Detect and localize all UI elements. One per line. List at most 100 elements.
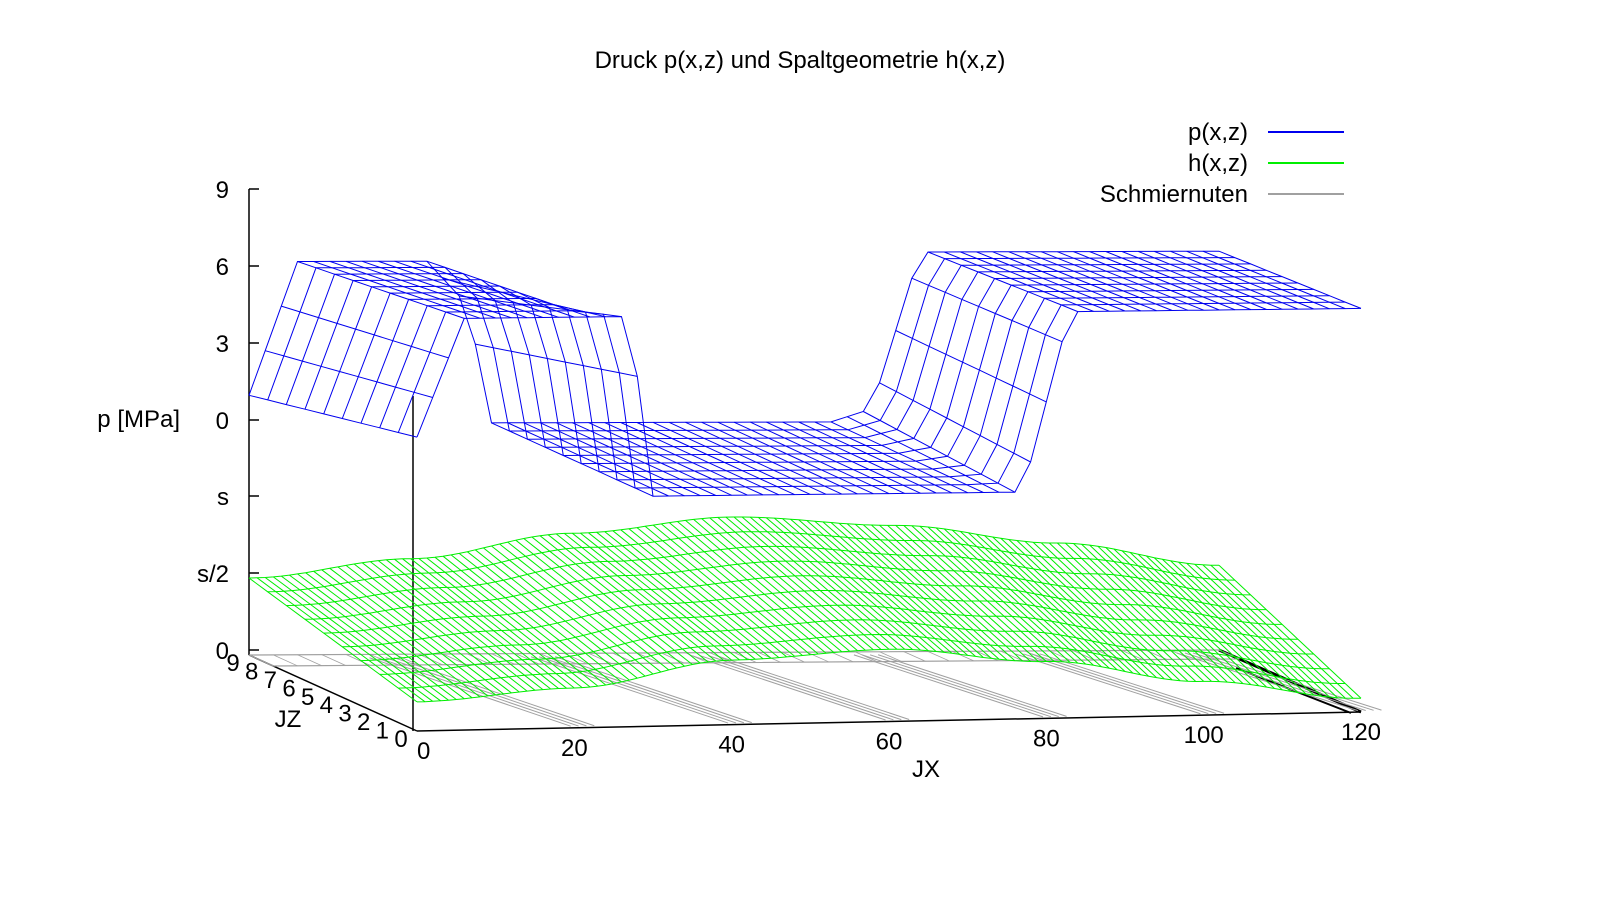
h-surface-column-line xyxy=(531,536,693,665)
p-surface-column-line xyxy=(442,278,606,318)
h-surface-column-line xyxy=(628,528,788,658)
h-surface-column-line xyxy=(741,516,898,650)
h-surface-column-line xyxy=(596,531,756,660)
groove-line xyxy=(1184,652,1366,711)
h-surface-column-line xyxy=(297,573,465,700)
groove-hatch xyxy=(661,652,685,664)
groove-line xyxy=(692,655,886,721)
groove-line xyxy=(716,655,910,720)
series-h-surface xyxy=(248,516,1362,703)
groove-line xyxy=(877,654,1067,717)
p-surface-column-line xyxy=(766,421,921,494)
groove-hatch xyxy=(1049,650,1071,661)
h-surface-column-line xyxy=(604,531,764,660)
h-surface-column-line xyxy=(402,558,567,689)
h-surface-column-line xyxy=(935,527,1087,665)
h-surface-column-line xyxy=(668,522,827,654)
p-surface-column-line xyxy=(539,422,701,497)
p-surface-column-line xyxy=(1121,251,1267,310)
y-tick-label: 0 xyxy=(216,638,229,665)
groove-line xyxy=(385,657,587,727)
h-surface-column-line xyxy=(677,521,835,653)
groove-line xyxy=(538,656,737,724)
p-surface-row-line xyxy=(379,295,1330,481)
h-surface-column-line xyxy=(369,561,536,691)
h-surface-column-line xyxy=(1170,560,1315,696)
p-surface-column-line xyxy=(459,295,622,318)
p-surface-column-line xyxy=(1105,251,1252,311)
p-surface-column-line xyxy=(281,305,449,359)
groove-hatch xyxy=(248,654,274,667)
h-surface-column-line xyxy=(1202,564,1346,699)
h-surface-column-line xyxy=(879,524,1031,662)
groove-hatch xyxy=(782,651,805,663)
x-tick-label: 20 xyxy=(561,735,588,762)
p-surface-column-line xyxy=(863,411,1016,493)
p-surface-column-line xyxy=(362,260,528,319)
h-surface-column-line xyxy=(862,524,1016,662)
h-surface-column-line xyxy=(377,560,544,690)
h-surface-column-line xyxy=(450,554,615,684)
h-surface-column-line xyxy=(749,516,906,650)
h-surface-column-line xyxy=(1040,542,1189,682)
h-surface-column-line xyxy=(620,529,780,658)
h-surface-column-line xyxy=(515,539,677,669)
h-surface-column-line xyxy=(798,519,953,654)
h-surface-column-line xyxy=(830,522,984,658)
series-schmiernuten xyxy=(248,649,1382,727)
groove-hatch xyxy=(1073,650,1095,661)
h-surface-column-line xyxy=(1210,564,1354,699)
p-surface-column-line xyxy=(701,421,858,495)
z-axis-line xyxy=(248,654,418,732)
h-surface-column-line xyxy=(903,525,1055,662)
z-tick-label: 8 xyxy=(245,658,258,685)
h-surface-column-line xyxy=(968,532,1118,671)
chart-title: Druck p(x,z) und Spaltgeometrie h(x,z) xyxy=(595,47,1006,74)
h-surface-column-line xyxy=(248,577,418,703)
x-tick-label: 120 xyxy=(1341,719,1381,746)
h-surface-column-line xyxy=(782,518,937,652)
groove-line xyxy=(700,655,894,721)
h-surface-column-line xyxy=(1016,540,1165,680)
h-surface-column-line xyxy=(386,559,552,690)
z-tick-label: 4 xyxy=(320,692,333,719)
h-surface-column-line xyxy=(927,526,1079,664)
p-surface-column-line xyxy=(297,261,465,319)
y-tick-label: s/2 xyxy=(197,561,229,588)
groove-hatch xyxy=(321,654,346,666)
groove-hatch xyxy=(830,651,854,663)
groove-hatch xyxy=(612,652,636,664)
h-surface-column-line xyxy=(418,558,583,688)
legend-label-schmiernuten: Schmiernuten xyxy=(1100,181,1248,208)
h-surface-column-line xyxy=(321,569,489,697)
series-p-surface xyxy=(248,250,1362,497)
p-surface-column-line xyxy=(1218,250,1362,309)
h-surface-column-line xyxy=(774,517,929,652)
h-surface-column-line xyxy=(919,525,1071,663)
x-tick-label: 80 xyxy=(1033,725,1060,752)
p-surface-column-line xyxy=(1008,251,1157,312)
h-surface-column-line xyxy=(1024,541,1173,681)
h-surface-column-line xyxy=(256,577,426,703)
z-tick-label: 6 xyxy=(282,675,295,702)
x-axis-line xyxy=(416,711,1362,732)
p-surface-column-line xyxy=(313,261,481,319)
p-surface-column-line xyxy=(523,422,685,497)
groove-hatch xyxy=(879,651,902,662)
h-surface-column-line xyxy=(854,523,1008,661)
h-surface-column-line xyxy=(976,533,1126,672)
h-surface-column-line xyxy=(1162,558,1307,695)
groove-line xyxy=(853,654,1044,718)
x-tick-label: 40 xyxy=(718,732,745,759)
h-surface-column-line xyxy=(426,557,591,688)
y-axis-label: p [MPa] xyxy=(97,406,180,433)
h-surface-column-line xyxy=(951,529,1102,668)
groove-line xyxy=(1023,653,1209,715)
p-surface-column-line xyxy=(329,260,496,319)
p-surface-column-line xyxy=(248,394,418,438)
h-surface-column-line xyxy=(757,517,913,650)
p-surface-column-line xyxy=(1170,250,1314,310)
groove-line xyxy=(555,656,752,724)
